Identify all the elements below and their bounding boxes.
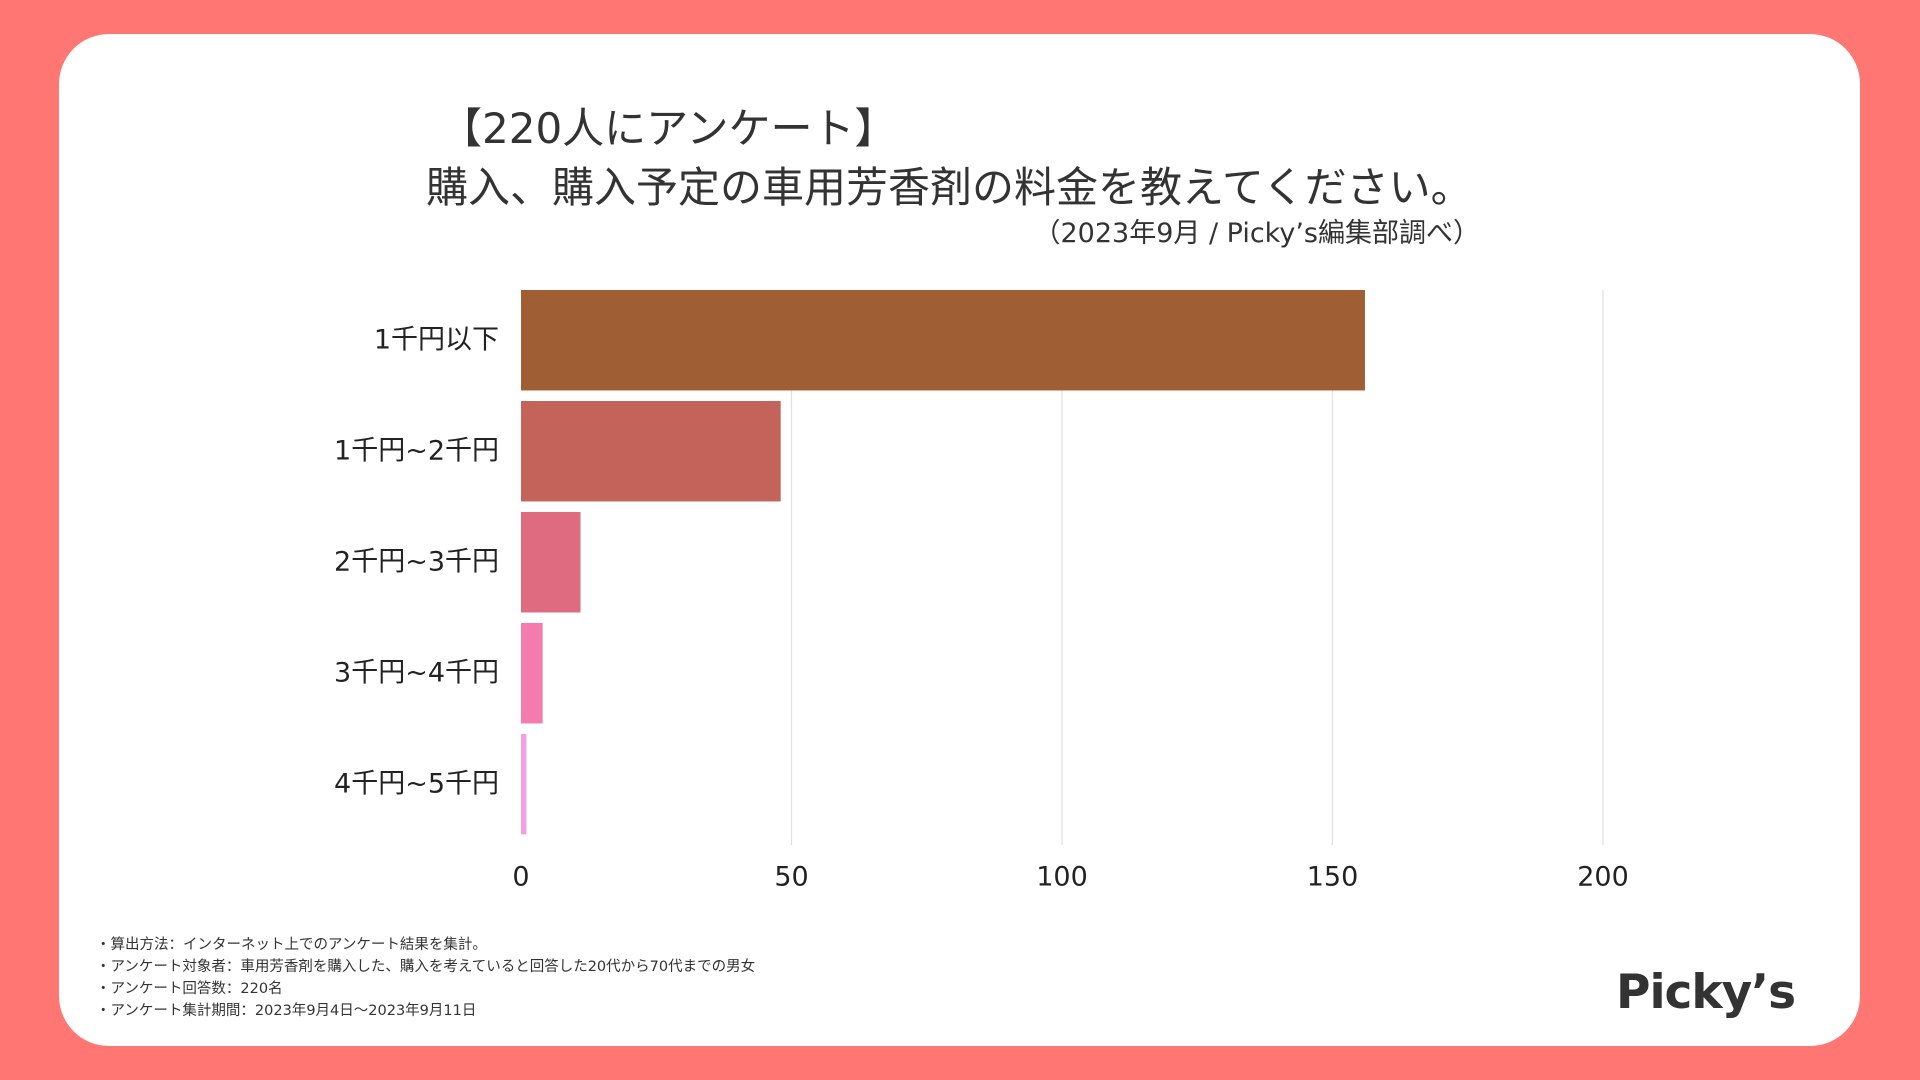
chart-title-line-2: 購入、購入予定の車用芳香剤の料金を教えてください。: [426, 163, 1473, 212]
category-label-2: 1千円~2千円: [334, 436, 499, 467]
bar-5: [521, 734, 527, 835]
x-tick-label-0: 0: [512, 862, 529, 893]
survey-notes: ・算出方法：インターネット上でのアンケート結果を集計。 ・アンケート対象者：車用…: [96, 934, 755, 1022]
bar-layer: [521, 290, 1365, 835]
category-label-5: 4千円~5千円: [334, 769, 499, 800]
category-label-4: 3千円~4千円: [334, 658, 499, 689]
x-axis-ticks: 0 50 100 150 200: [512, 862, 1628, 893]
note-respondents: ・アンケート回答数：220名: [96, 981, 283, 997]
category-label-3: 2千円~3千円: [334, 547, 499, 578]
category-labels: 1千円以下 1千円~2千円 2千円~3千円 3千円~4千円 4千円~5千円: [334, 325, 499, 800]
x-tick-label-200: 200: [1577, 862, 1629, 893]
chart-card: [59, 34, 1860, 1046]
x-tick-label-150: 150: [1307, 862, 1359, 893]
note-method: ・算出方法：インターネット上でのアンケート結果を集計。: [96, 937, 487, 953]
x-tick-label-50: 50: [774, 862, 808, 893]
bar-1: [521, 290, 1365, 391]
bar-4: [521, 623, 543, 724]
chart-subtitle: （2023年9月 / Picky’s編集部調べ）: [1033, 218, 1481, 249]
bar-3: [521, 512, 581, 613]
note-period: ・アンケート集計期間：2023年9月4日〜2023年9月11日: [96, 1003, 477, 1019]
bar-2: [521, 401, 781, 502]
x-tick-label-100: 100: [1036, 862, 1088, 893]
category-label-1: 1千円以下: [374, 325, 499, 356]
chart-title-line-1: 【220人にアンケート】: [440, 104, 897, 153]
pickys-logo: Picky’s: [1616, 965, 1796, 1020]
note-target: ・アンケート対象者：車用芳香剤を購入した、購入を考えていると回答した20代から7…: [96, 959, 756, 975]
